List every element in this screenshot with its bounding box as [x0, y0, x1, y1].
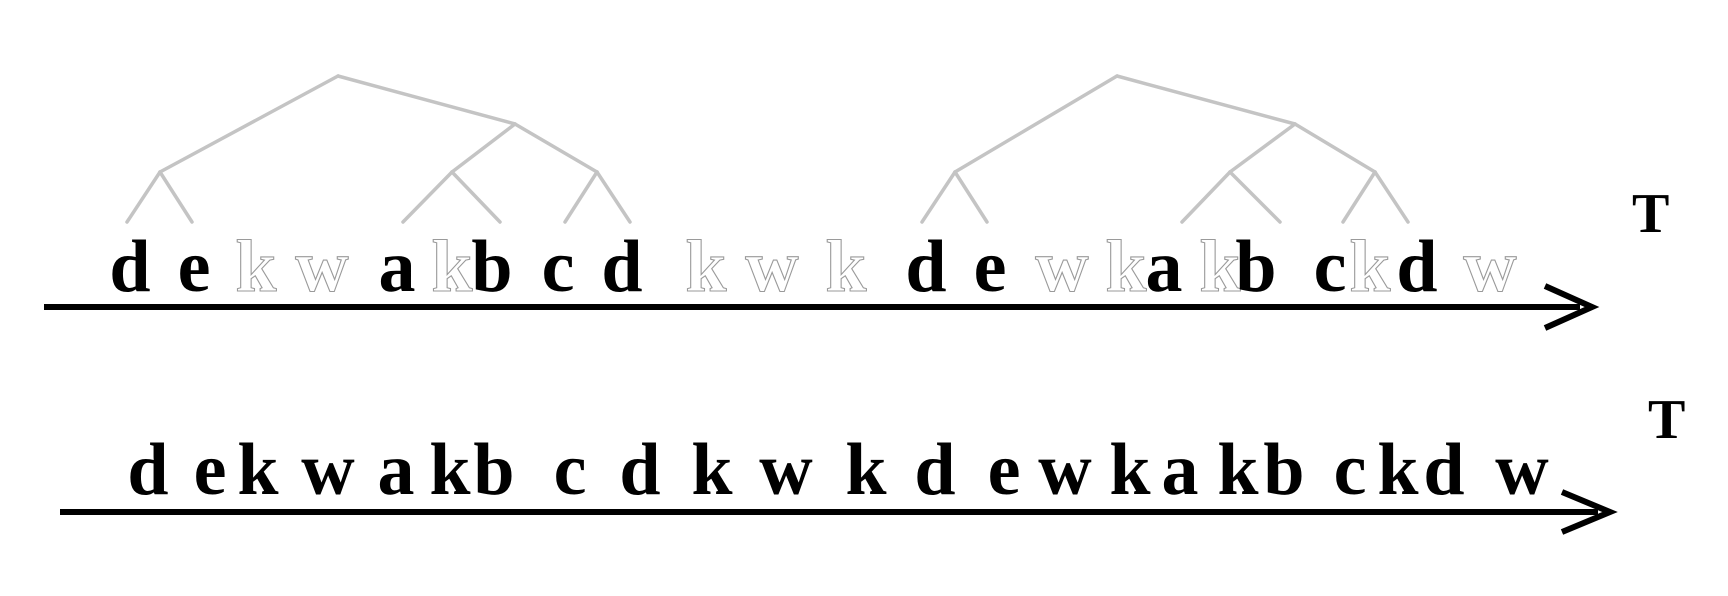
- bottom-symbol-matched: e: [194, 429, 227, 511]
- top-symbol-matched: c: [1314, 226, 1347, 308]
- bottom-symbol-matched: d: [619, 429, 660, 511]
- top-symbol-unmatched: k: [1105, 226, 1147, 308]
- top-symbol-matched: b: [471, 226, 512, 308]
- top-symbol-unmatched: k: [1349, 226, 1391, 308]
- bottom-symbol-matched: a: [1162, 429, 1199, 511]
- bottom-symbol-matched: w: [1038, 429, 1092, 511]
- top-symbol-unmatched: w: [295, 226, 349, 308]
- bottom-symbol-matched: d: [914, 429, 955, 511]
- top-symbol-unmatched: k: [235, 226, 277, 308]
- top-symbol-matched: c: [542, 226, 575, 308]
- bottom-symbol-matched: c: [554, 429, 587, 511]
- bottom-axis-label: T: [1648, 389, 1685, 451]
- top-time-axis: [44, 283, 1600, 331]
- top-sequence: d e k w a kb c d k w k d e w ka kb c k d w: [109, 225, 1517, 308]
- top-symbol-matched: e: [178, 226, 211, 308]
- bottom-symbol-matched: k: [691, 429, 733, 511]
- top-symbol-matched: d: [1396, 226, 1437, 308]
- top-symbol-unmatched: w: [745, 226, 799, 308]
- top-symbol-matched: a: [1146, 226, 1183, 308]
- top-symbol-matched: b: [1235, 226, 1276, 308]
- top-symbol-matched: d: [905, 226, 946, 308]
- top-symbol-matched: a: [379, 226, 416, 308]
- top-symbol-unmatched: k: [825, 226, 867, 308]
- top-symbol-unmatched: k: [685, 226, 727, 308]
- bottom-symbol-matched: k: [429, 429, 471, 511]
- bottom-symbol-matched: b: [473, 429, 514, 511]
- top-symbol-matched: d: [109, 226, 150, 308]
- bottom-symbol-matched: w: [759, 429, 813, 511]
- top-symbol-unmatched: w: [1463, 226, 1517, 308]
- bottom-symbol-matched: e: [988, 429, 1021, 511]
- top-symbol-matched: d: [601, 226, 642, 308]
- bottom-symbol-matched: k: [1377, 429, 1419, 511]
- bottom-symbol-matched: w: [1495, 429, 1549, 511]
- bottom-symbol-matched: d: [127, 429, 168, 511]
- bottom-symbol-matched: k: [237, 429, 279, 511]
- top-symbol-matched: e: [974, 226, 1007, 308]
- bottom-symbol-matched: a: [378, 429, 415, 511]
- bottom-symbol-matched: k: [1109, 429, 1151, 511]
- top-symbol-unmatched: w: [1035, 226, 1089, 308]
- bottom-symbol-matched: k: [845, 429, 887, 511]
- bottom-symbol-matched: b: [1263, 429, 1304, 511]
- motif-tree-left: [125, 74, 632, 224]
- bottom-symbol-matched: d: [1423, 429, 1464, 511]
- top-symbol-unmatched: k: [431, 226, 473, 308]
- bottom-symbol-matched: w: [301, 429, 355, 511]
- motif-tree-right: [920, 74, 1410, 224]
- top-symbol-unmatched: k: [1199, 226, 1241, 308]
- bottom-time-axis: [60, 489, 1618, 535]
- bottom-symbol-matched: c: [1334, 429, 1367, 511]
- top-axis-label: T: [1632, 183, 1669, 245]
- bottom-symbol-matched: k: [1217, 429, 1259, 511]
